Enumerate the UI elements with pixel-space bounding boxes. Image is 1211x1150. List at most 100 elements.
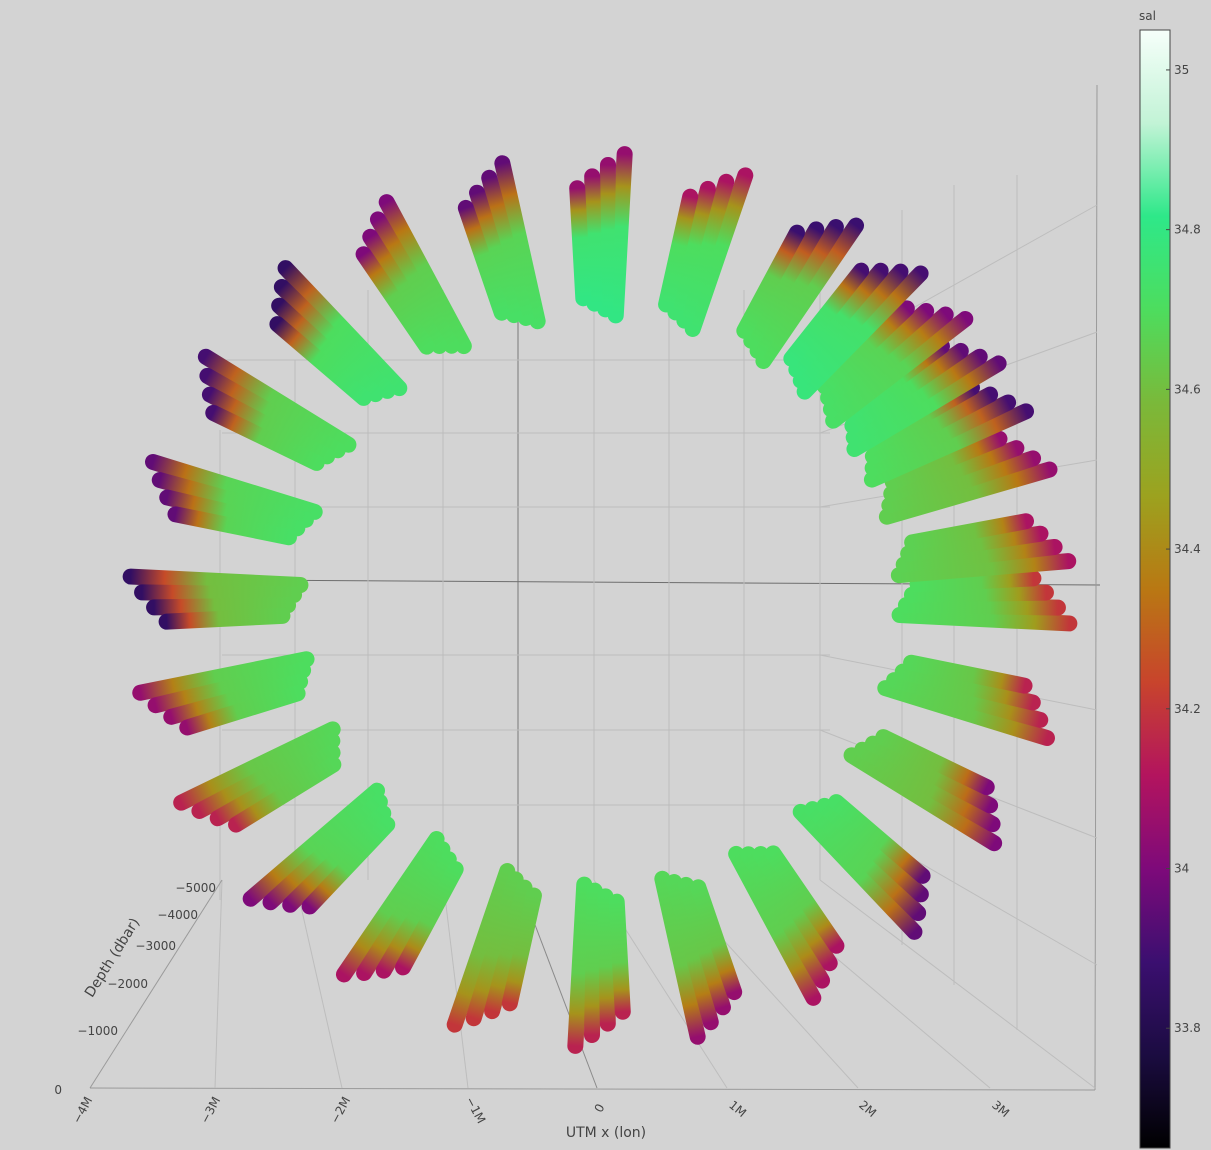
profile-tube [151,472,314,528]
z-tick-label: −2000 [107,977,148,991]
z-tick-label: −1000 [77,1024,118,1038]
profile-tube [277,260,408,397]
z-tick-label: −3000 [135,939,176,953]
x-axis-ticks: −4M −3M −2M −1M 0 1M 2M 3M [70,1094,1012,1125]
grid-line [819,879,1096,1089]
profile-tube [209,744,341,827]
colorbar-tick-label: 34.4 [1174,542,1201,556]
profile-tube [752,846,838,972]
profile-tube [890,553,1077,584]
grid-line [214,879,223,1089]
profile-tube [792,263,909,389]
profile-tube [804,801,927,921]
profile-tube [584,168,603,312]
colorbar-tick-label: 33.8 [1174,1021,1201,1035]
profile-tube [378,194,472,355]
profile-tube [271,297,384,403]
profile-tube [457,199,510,321]
profile-tube [844,342,969,434]
x-tick-label: −3M [198,1094,224,1125]
profile-tube [875,729,995,796]
profile-tube [886,672,1049,728]
profile-tube [755,217,865,370]
profile-tube [881,450,1042,514]
profile-tube [690,879,743,1001]
profile-tube [895,538,1063,573]
profile-tube [205,404,325,471]
profile-tube [481,169,534,326]
x-tick-label: −1M [463,1094,489,1125]
profile-tube [282,805,392,913]
profile-tube [878,461,1058,525]
profile-tube [567,876,593,1054]
profile-tube [163,673,309,725]
profile-tube [375,851,457,979]
grid-line [89,879,223,1089]
profile-tube [822,306,954,418]
profile-tube [884,430,1008,490]
colorbar-tick-label: 34 [1174,862,1189,876]
x-tick-label: 0 [591,1101,607,1114]
profile-tube [749,219,844,359]
profile-tube [179,685,306,736]
profile-tube [909,570,1042,593]
profile-tube [147,662,312,714]
profile-tube [369,211,460,354]
profile-tube [667,180,716,321]
profile-tube [608,893,631,1020]
z-tick-label: −5000 [175,881,216,895]
profile-tube [788,262,889,378]
profile-tube [863,403,1034,488]
profile-tube [356,841,451,981]
profile-tube [903,584,1054,603]
profile-tube [743,221,825,349]
colorbar-tick-label: 34.2 [1174,702,1201,716]
profile-tube [355,246,435,355]
colorbar-ticks: 35 34.8 34.6 34.4 34.2 34 33.8 [1166,63,1201,1035]
colorbar-tick-label: 34.6 [1174,382,1201,396]
grid-line [89,1087,1096,1091]
profile-tube [897,597,1066,616]
profile-tube [145,453,323,520]
profile-tube [783,262,870,367]
profile-tube [654,870,706,1045]
profile-tube [446,863,516,1033]
profile-tube [891,606,1078,632]
profile-tube [362,228,448,354]
colorbar-tick-label: 35 [1174,63,1189,77]
profile-tube [825,311,974,429]
x-tick-label: 3M [989,1098,1012,1120]
profile-tube [159,489,306,537]
profile-tube [728,845,822,1006]
profile-tube [846,355,1007,458]
profile-tube [167,506,297,546]
z-tick-label: −4000 [157,908,198,922]
z-tick-label: 0 [54,1083,62,1097]
profile-tube [335,830,445,983]
profile-tube [845,348,988,446]
grid-line [1094,84,1098,1091]
profile-tube [864,386,999,465]
profile-tube [900,525,1049,562]
profile-tube [676,173,735,329]
colorbar-bar [1139,29,1171,1149]
x-tick-label: 1M [726,1098,749,1120]
profile-tube [269,316,372,406]
profile-tube [607,146,633,324]
profile-tube [501,887,542,1012]
profile-tube [569,180,592,307]
x-tick-label: −4M [70,1094,96,1125]
profile-tube [465,871,524,1027]
profile-tube [242,782,386,907]
profile-tube [158,607,291,630]
profile-tube [395,861,464,976]
profile-tube [191,732,341,819]
profile-tube [273,279,396,399]
profile-tube [864,394,1017,477]
profile-tube [903,654,1033,694]
profile-tube [843,747,1003,852]
profile-tube [173,721,341,811]
profile-tube [816,300,915,395]
profile-tube [864,735,999,814]
x-tick-label: 2M [856,1098,879,1120]
